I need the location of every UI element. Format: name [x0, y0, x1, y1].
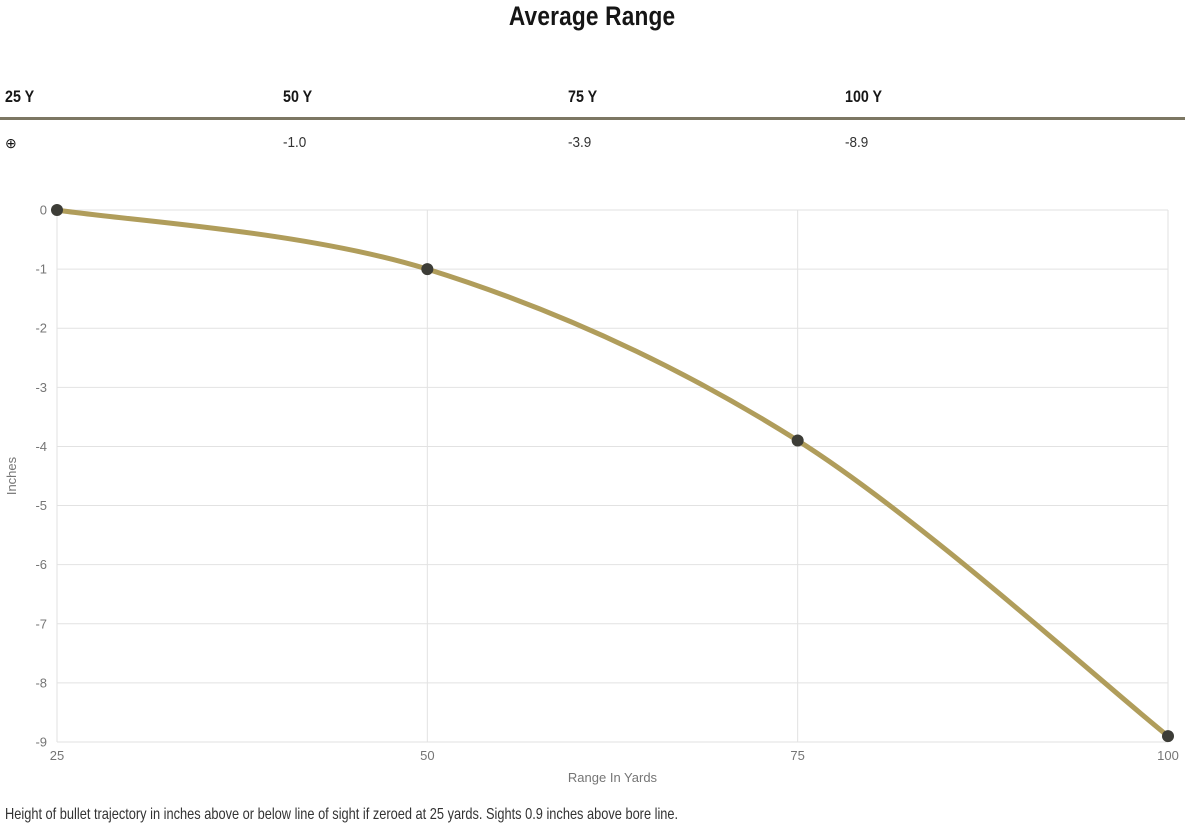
y-tick-label: -8 — [35, 675, 47, 690]
page-title: Average Range — [0, 0, 1185, 32]
range-table-value-row: ⊕ -1.0 -3.9 -8.9 — [0, 120, 1185, 153]
zero-crosshair-icon: ⊕ — [5, 135, 17, 151]
y-tick-label: -7 — [35, 616, 47, 631]
chart-footnote-text: Height of bullet trajectory in inches ab… — [5, 806, 679, 823]
x-tick-label: 25 — [50, 748, 64, 763]
y-tick-label: -6 — [35, 557, 47, 572]
y-tick-label: -4 — [35, 439, 47, 454]
y-axis-title: Inches — [4, 456, 19, 495]
x-axis-title: Range In Yards — [568, 770, 658, 785]
chart-footnote: Height of bullet trajectory in inches ab… — [5, 805, 1185, 825]
data-point[interactable] — [791, 434, 804, 447]
y-tick-label: -3 — [35, 380, 47, 395]
range-table-cell-25y: ⊕ — [0, 134, 278, 153]
range-table-header-75y: 75 Y — [568, 87, 598, 106]
chart-area: 0 -1 -2 -3 -4 -5 -6 -7 -8 -9 25 50 75 100 Inches Range … — [0, 185, 1185, 800]
y-tick-label: -9 — [35, 735, 47, 750]
data-point[interactable] — [51, 204, 63, 216]
x-tick-label: 75 — [790, 748, 804, 763]
y-tick-label: -1 — [35, 262, 47, 277]
range-table: 25 Y 50 Y 75 Y 100 Y ⊕ -1.0 -3.9 -8.9 — [0, 87, 1185, 153]
x-tick-label: 50 — [420, 748, 434, 763]
range-table-header-25y: 25 Y — [5, 87, 35, 106]
data-point[interactable] — [421, 263, 434, 276]
trajectory-chart[interactable]: 0 -1 -2 -3 -4 -5 -6 -7 -8 -925 50 75 100 Inches Range … — [0, 185, 1185, 800]
trajectory-line — [54, 207, 1171, 739]
range-table-cell-100y: -8.9 — [845, 134, 869, 151]
x-tick-label: 100 — [1157, 748, 1179, 763]
range-table-header-50y: 50 Y — [283, 87, 313, 106]
data-point[interactable] — [1162, 730, 1174, 743]
range-table-cell-50y: -1.0 — [283, 134, 307, 151]
y-tick-label: 0 — [40, 203, 47, 218]
range-table-cell-75y: -3.9 — [568, 134, 592, 151]
range-table-header-100y: 100 Y — [845, 87, 883, 106]
page-title-text: Average Range — [509, 1, 676, 31]
range-table-header-row: 25 Y 50 Y 75 Y 100 Y — [0, 87, 1185, 120]
y-tick-label: -2 — [35, 321, 47, 336]
y-tick-label: -5 — [35, 498, 47, 513]
